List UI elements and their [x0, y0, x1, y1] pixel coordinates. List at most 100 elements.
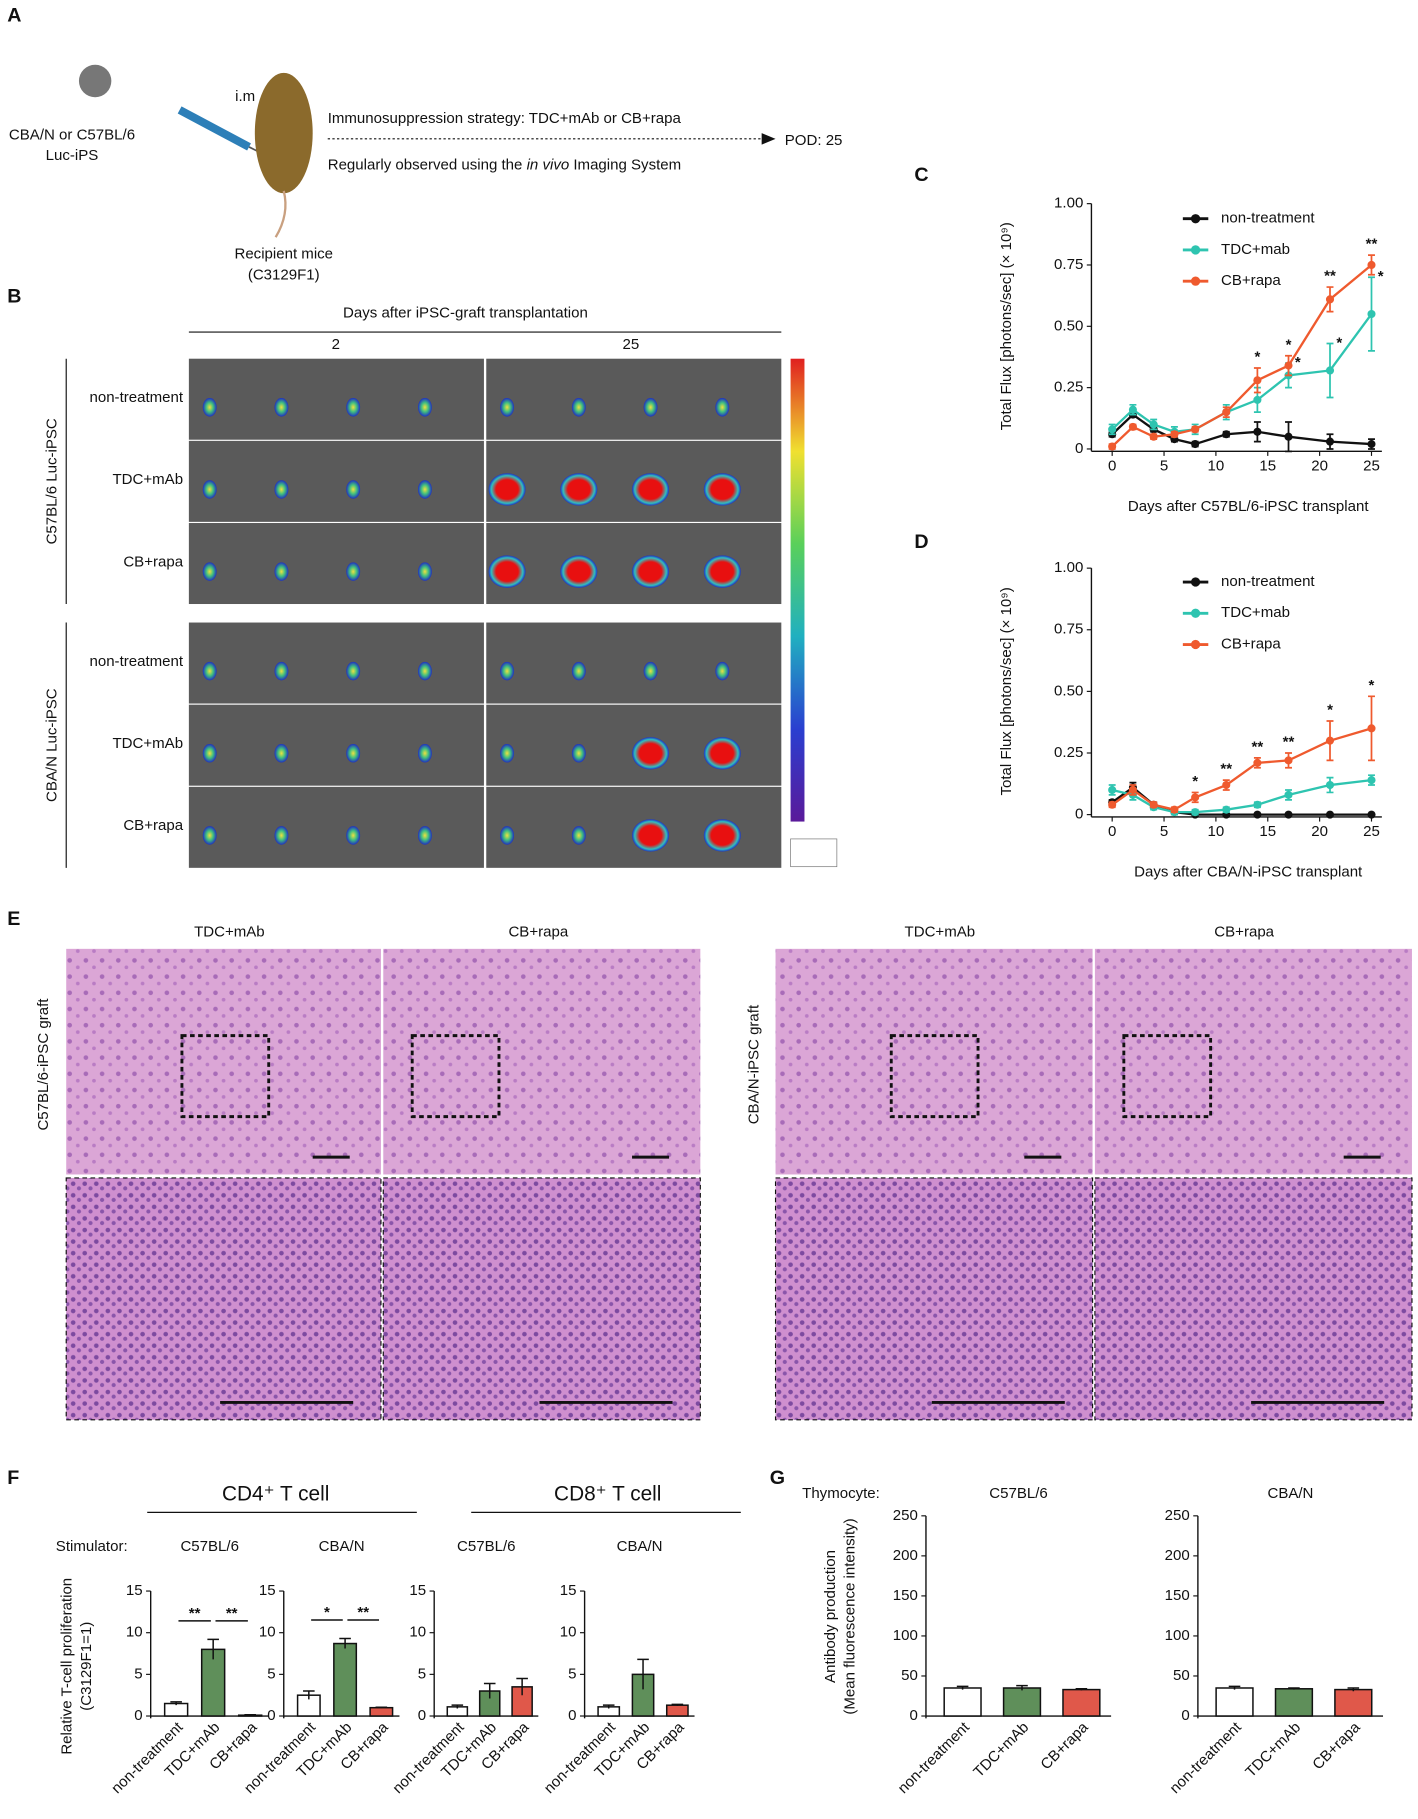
error-bar	[244, 1714, 256, 1716]
text: Imaging System	[569, 156, 681, 173]
significance: **	[1324, 268, 1336, 285]
panel-letter: B	[7, 286, 21, 308]
x-tick-label: 15	[1259, 823, 1276, 840]
y-tick-label: 0.50	[1054, 682, 1083, 699]
marker	[1253, 427, 1262, 436]
significance: *	[324, 1604, 330, 1621]
group-heading: CD4⁺ T cell	[222, 1483, 329, 1506]
error-bar	[1228, 1685, 1241, 1690]
marker	[1367, 810, 1376, 819]
marker	[1108, 425, 1117, 434]
signal	[488, 473, 526, 506]
marker	[1191, 425, 1200, 434]
significance: **	[1252, 738, 1264, 755]
signal	[703, 737, 741, 770]
signal	[417, 398, 432, 417]
marker	[1108, 800, 1117, 809]
bar	[665, 1704, 689, 1717]
cells-label: CBA/N or C57BL/6	[9, 126, 135, 143]
series-line	[1111, 778, 1372, 814]
y-tick-label: 0	[134, 1707, 142, 1724]
zoom-box	[410, 1034, 501, 1119]
marker	[1367, 260, 1376, 270]
signal	[274, 744, 289, 763]
signal	[346, 826, 361, 845]
signal	[417, 826, 432, 845]
zoom-box	[1122, 1034, 1213, 1119]
signal	[202, 826, 217, 845]
y-tick-label: 10	[126, 1624, 143, 1641]
signal	[417, 480, 432, 499]
y-tick-label: 0.75	[1054, 621, 1083, 638]
column-label: TDC+mAb	[905, 924, 976, 941]
y-tick-label: 0	[1181, 1707, 1189, 1724]
marker	[1170, 430, 1179, 439]
series-line	[1111, 413, 1372, 446]
y-tick-label: 0	[1075, 806, 1083, 823]
row-label: TDC+mAb	[113, 735, 184, 752]
marker	[1149, 432, 1158, 441]
bar	[943, 1687, 982, 1717]
x-tick-label: 25	[1363, 823, 1380, 840]
chart-title: CBA/N	[1267, 1485, 1313, 1502]
mouse-image	[188, 523, 484, 605]
legend-marker	[1190, 608, 1201, 618]
row-label: CBA/N-iPSC graft	[746, 1004, 763, 1124]
marker	[1149, 800, 1158, 809]
signal	[274, 480, 289, 499]
marker	[1284, 756, 1293, 765]
marker	[1253, 810, 1262, 819]
arrowhead	[761, 133, 776, 145]
y-tick-label: 10	[560, 1624, 577, 1641]
marker	[1170, 805, 1179, 814]
route-label: i.m	[235, 88, 255, 105]
bar	[163, 1702, 189, 1717]
y-tick-label: 15	[259, 1582, 276, 1599]
text: in vivo	[527, 156, 570, 173]
mice-label: Recipient mice	[234, 246, 333, 263]
x-tick-label: 0	[1108, 823, 1116, 840]
row-label: TDC+mAb	[113, 471, 184, 488]
signal	[632, 819, 670, 852]
signal	[202, 562, 217, 581]
mouse-image	[188, 704, 484, 786]
y-tick-label: 250	[1165, 1507, 1190, 1524]
error-bar	[483, 1682, 496, 1699]
b-header: Days after iPSC-graft transplantation	[343, 305, 588, 322]
signal	[715, 398, 730, 417]
significance: **	[1220, 761, 1232, 778]
y-tick-label: 10	[259, 1624, 276, 1641]
signal	[417, 562, 432, 581]
legend-label: non-treatment	[1221, 573, 1315, 590]
signal	[632, 555, 670, 588]
signal	[571, 744, 586, 763]
signal	[632, 473, 670, 506]
column-label: TDC+mAb	[194, 924, 265, 941]
legend-label: TDC+mab	[1221, 604, 1290, 621]
y-tick-label: 5	[267, 1665, 275, 1682]
marker	[1108, 785, 1117, 795]
x-tick-label: non-treatment	[895, 1718, 974, 1797]
marker	[1284, 361, 1293, 370]
histology-zoom	[1094, 1177, 1413, 1421]
x-tick-label: 5	[1160, 823, 1168, 840]
x-tick-label: non-treatment	[1167, 1718, 1246, 1797]
legend-marker	[1190, 214, 1201, 224]
signal	[202, 480, 217, 499]
y-tick-label: 0.25	[1054, 744, 1083, 761]
zoom-box	[180, 1034, 271, 1119]
signal	[488, 555, 526, 588]
error-bar	[339, 1637, 351, 1649]
signal	[346, 480, 361, 499]
significance: *	[1286, 336, 1292, 353]
y-tick-label: 5	[568, 1665, 576, 1682]
mouse-image	[188, 358, 484, 440]
signal	[632, 737, 670, 770]
x-axis-label: Days after C57BL/6-iPSC transplant	[1128, 498, 1369, 515]
row-label: CB+rapa	[123, 817, 183, 834]
error-bar	[671, 1703, 684, 1707]
x-tick-label: 15	[1259, 457, 1276, 474]
error-bar	[1288, 1687, 1300, 1690]
legend-marker	[1190, 639, 1201, 650]
group-label: CBA/N Luc-iPSC	[43, 688, 60, 802]
